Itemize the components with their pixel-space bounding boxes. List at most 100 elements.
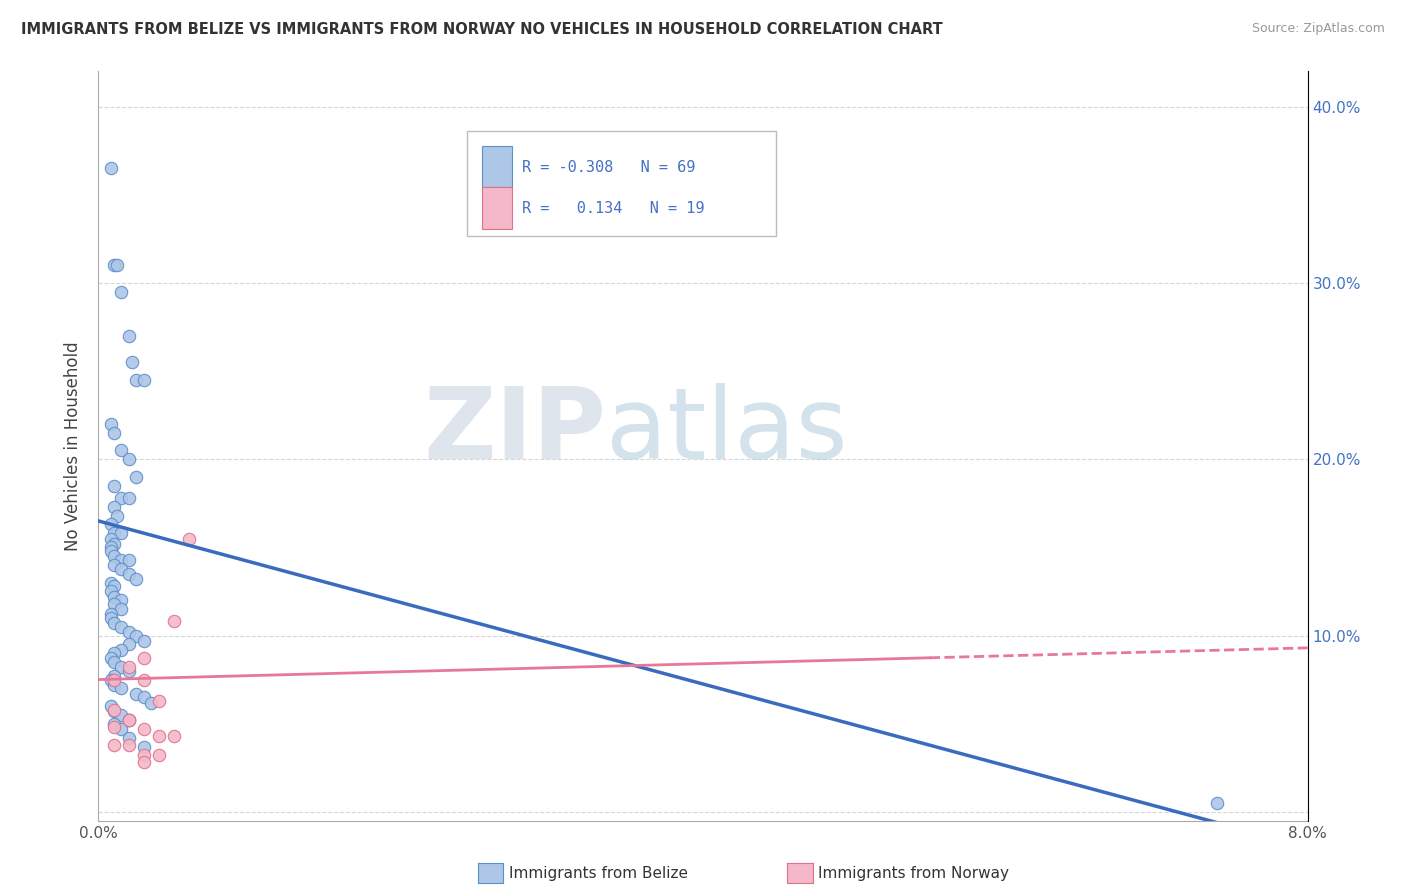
Point bbox=[103, 425, 125, 440]
Point bbox=[118, 713, 141, 727]
Point bbox=[125, 628, 148, 642]
Text: Immigrants from Belize: Immigrants from Belize bbox=[509, 866, 688, 880]
Point bbox=[118, 713, 141, 727]
Point bbox=[132, 690, 155, 705]
Point bbox=[100, 161, 122, 176]
Point bbox=[118, 491, 141, 505]
Point bbox=[100, 651, 122, 665]
Text: Immigrants from Norway: Immigrants from Norway bbox=[818, 866, 1010, 880]
Point bbox=[110, 620, 132, 634]
Point bbox=[121, 355, 143, 369]
Point bbox=[118, 552, 141, 566]
Point bbox=[100, 417, 122, 431]
Point bbox=[110, 491, 132, 505]
Point bbox=[132, 633, 155, 648]
Point bbox=[103, 678, 125, 692]
Point bbox=[103, 500, 125, 514]
Point bbox=[132, 373, 155, 387]
Point bbox=[103, 558, 125, 572]
Point bbox=[103, 669, 125, 683]
Point bbox=[100, 699, 122, 714]
Point bbox=[103, 579, 125, 593]
Bar bbox=[467, 131, 776, 236]
Point bbox=[118, 328, 141, 343]
Bar bbox=[482, 187, 512, 228]
Point bbox=[125, 470, 148, 484]
Point bbox=[118, 731, 141, 745]
Text: R = -0.308   N = 69: R = -0.308 N = 69 bbox=[522, 160, 695, 175]
Point bbox=[118, 452, 141, 467]
Point bbox=[110, 285, 132, 299]
Point bbox=[103, 646, 125, 660]
Point bbox=[103, 549, 125, 564]
Text: IMMIGRANTS FROM BELIZE VS IMMIGRANTS FROM NORWAY NO VEHICLES IN HOUSEHOLD CORREL: IMMIGRANTS FROM BELIZE VS IMMIGRANTS FRO… bbox=[21, 22, 943, 37]
Point bbox=[110, 593, 132, 607]
Point bbox=[100, 607, 122, 622]
Point bbox=[100, 611, 122, 625]
Point bbox=[100, 532, 122, 546]
Point bbox=[100, 575, 122, 590]
Point bbox=[110, 642, 132, 657]
Point bbox=[100, 544, 122, 558]
Point bbox=[103, 720, 125, 734]
Text: atlas: atlas bbox=[606, 383, 848, 480]
Point bbox=[118, 713, 141, 727]
Point bbox=[110, 681, 132, 696]
Point bbox=[103, 616, 125, 631]
Point bbox=[141, 696, 163, 710]
Point bbox=[125, 572, 148, 586]
Point bbox=[132, 651, 155, 665]
Point bbox=[1206, 796, 1229, 810]
Point bbox=[103, 655, 125, 669]
Bar bbox=[482, 146, 512, 187]
Point bbox=[100, 673, 122, 687]
Point bbox=[125, 373, 148, 387]
Point bbox=[103, 597, 125, 611]
Point bbox=[103, 590, 125, 604]
Point bbox=[110, 707, 132, 722]
Point bbox=[118, 738, 141, 752]
Point bbox=[118, 637, 141, 651]
Point bbox=[110, 443, 132, 458]
Point bbox=[110, 561, 132, 575]
Point bbox=[118, 625, 141, 640]
Point bbox=[148, 748, 170, 763]
Y-axis label: No Vehicles in Household: No Vehicles in Household bbox=[65, 341, 83, 551]
Point bbox=[103, 258, 125, 272]
Point bbox=[103, 704, 125, 718]
Point bbox=[100, 541, 122, 555]
Text: R =   0.134   N = 19: R = 0.134 N = 19 bbox=[522, 201, 704, 216]
Point bbox=[110, 722, 132, 736]
Point bbox=[110, 602, 132, 616]
Point bbox=[110, 660, 132, 674]
Point bbox=[132, 756, 155, 770]
Point bbox=[105, 258, 128, 272]
Point bbox=[148, 694, 170, 708]
Point bbox=[132, 673, 155, 687]
Text: Source: ZipAtlas.com: Source: ZipAtlas.com bbox=[1251, 22, 1385, 36]
Point bbox=[179, 532, 201, 546]
Point bbox=[103, 673, 125, 687]
Point bbox=[132, 722, 155, 736]
Point bbox=[118, 566, 141, 581]
Point bbox=[100, 517, 122, 532]
Point bbox=[103, 716, 125, 731]
Point bbox=[125, 687, 148, 701]
Point bbox=[163, 729, 186, 743]
Point bbox=[132, 739, 155, 754]
Text: ZIP: ZIP bbox=[423, 383, 606, 480]
Point bbox=[103, 702, 125, 716]
Point bbox=[132, 748, 155, 763]
Point bbox=[118, 664, 141, 678]
Point bbox=[103, 738, 125, 752]
Point bbox=[103, 537, 125, 551]
Point bbox=[118, 660, 141, 674]
Point bbox=[163, 615, 186, 629]
Point bbox=[103, 478, 125, 492]
Point bbox=[148, 729, 170, 743]
Point bbox=[110, 552, 132, 566]
Point bbox=[105, 508, 128, 523]
Point bbox=[103, 526, 125, 541]
Point bbox=[110, 526, 132, 541]
Point bbox=[100, 584, 122, 599]
